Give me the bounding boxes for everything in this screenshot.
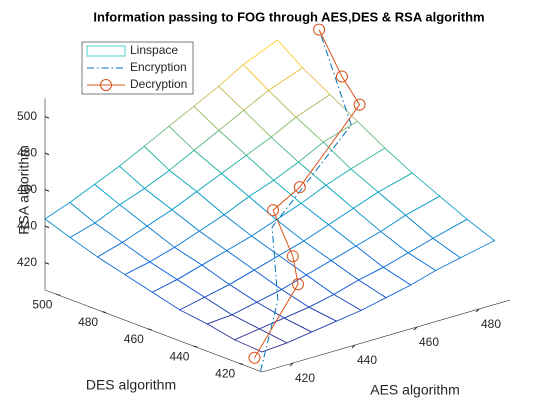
x-tick bbox=[413, 326, 418, 331]
chart-title: Information passing to FOG through AES,D… bbox=[93, 9, 484, 24]
z-tick-label: 480 bbox=[17, 145, 37, 159]
x-tick-label: 480 bbox=[481, 317, 501, 331]
z-tick bbox=[44, 189, 50, 192]
x-tick-label: 420 bbox=[295, 371, 315, 385]
mesh-cell bbox=[234, 328, 288, 353]
z-tick-label: 420 bbox=[17, 255, 37, 269]
z-tick-label: 460 bbox=[17, 182, 37, 196]
marker bbox=[286, 250, 299, 263]
legend-label: Decryption bbox=[130, 77, 187, 91]
x-tick bbox=[475, 308, 480, 313]
x-axis-line bbox=[261, 299, 511, 373]
y-tick-label: 420 bbox=[215, 367, 235, 381]
x-axis-label: AES algorithm bbox=[370, 382, 459, 398]
y-tick-label: 440 bbox=[169, 349, 189, 363]
legend-label: Encryption bbox=[130, 60, 187, 74]
legend-swatch bbox=[86, 45, 126, 57]
y-axis-label: DES algorithm bbox=[86, 377, 176, 393]
x-tick-label: 460 bbox=[419, 335, 439, 349]
marker bbox=[335, 70, 348, 83]
marker bbox=[293, 181, 306, 194]
line-series bbox=[260, 29, 352, 372]
y-tick bbox=[239, 362, 244, 365]
marker bbox=[267, 204, 280, 217]
y-tick bbox=[56, 293, 61, 296]
z-tick bbox=[44, 152, 50, 156]
z-tick bbox=[44, 225, 50, 229]
y-tick-label: 460 bbox=[124, 332, 144, 346]
y-tick bbox=[193, 345, 198, 348]
z-tick bbox=[44, 116, 50, 119]
y-tick bbox=[101, 311, 107, 314]
y-axis-line bbox=[44, 289, 263, 373]
z-tick-label: 440 bbox=[17, 218, 37, 232]
legend-label: Linspace bbox=[130, 43, 178, 57]
marker bbox=[353, 98, 366, 111]
x-tick-label: 440 bbox=[357, 353, 377, 367]
marker bbox=[313, 23, 326, 36]
x-tick bbox=[351, 344, 356, 349]
y-tick bbox=[147, 328, 152, 331]
y-tick-label: 500 bbox=[32, 297, 52, 311]
marker bbox=[292, 278, 305, 291]
z-tick-label: 500 bbox=[17, 109, 37, 123]
legend-marker bbox=[100, 79, 112, 91]
surface bbox=[44, 39, 495, 353]
y-tick-label: 480 bbox=[78, 315, 98, 329]
marker bbox=[248, 351, 261, 364]
z-tick bbox=[44, 262, 50, 265]
z-axis-label: RSA algorithm bbox=[16, 145, 32, 234]
x-tick bbox=[289, 362, 294, 367]
